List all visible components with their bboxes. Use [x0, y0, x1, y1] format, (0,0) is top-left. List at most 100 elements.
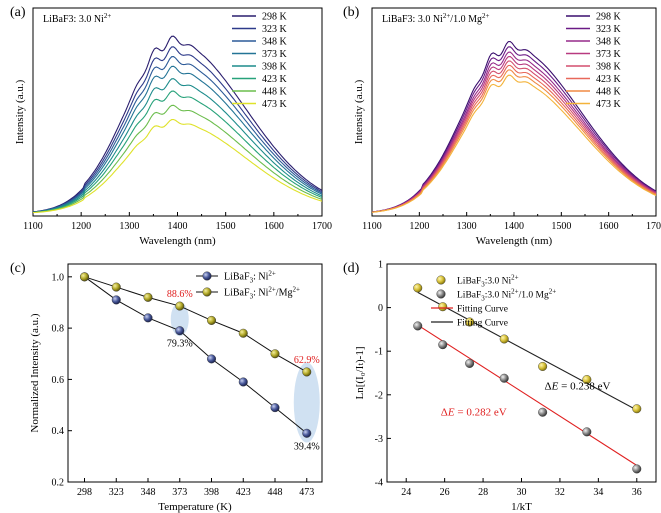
x-tick-label: 423 [236, 487, 251, 498]
legend-label: 298 K [596, 12, 622, 23]
data-point [538, 407, 548, 417]
x-tick-label: 1100 [23, 221, 43, 232]
spectrum-line-298K [32, 35, 323, 213]
activation-energy-label: ΔE = 0.238 eV [545, 381, 611, 393]
x-tick-label: 26 [440, 487, 450, 498]
legend-label: 398 K [262, 62, 288, 73]
x-tick-label: 348 [141, 487, 156, 498]
data-point [465, 317, 475, 327]
x-tick-label: 298 [77, 487, 92, 498]
legend-label: Fitting Curve [457, 305, 508, 315]
y-tick-label: -4 [375, 478, 383, 489]
x-axis-title: Wavelength (nm) [476, 235, 553, 247]
data-label: 88.6% [167, 289, 193, 300]
data-point [238, 328, 248, 338]
spectrum-panel-b: 1100 1200 1300 1400 1500 1600 1700 Wavelength (… [353, 7, 661, 247]
data-point [465, 358, 475, 368]
x-tick-label: 1700 [646, 221, 661, 232]
legend-label: LiBaF3:3.0 Ni2+/1.0 Mg2+ [457, 288, 556, 303]
legend-swatch-marker [202, 287, 212, 297]
y-axis-title: Intensity (a.u.) [14, 79, 26, 144]
data-point [80, 272, 90, 282]
data-point [270, 349, 280, 359]
y-tick-label: 1.0 [52, 272, 65, 283]
x-tick-label: 448 [268, 487, 283, 498]
legend-label: 423 K [262, 74, 288, 85]
legend-label: LiBaF3: Ni2+/Mg2+ [224, 286, 300, 301]
x-tick-label: 1700 [312, 221, 332, 232]
legend-label: 348 K [596, 37, 622, 48]
legend-label: 448 K [596, 87, 622, 98]
data-point [143, 292, 153, 302]
y-tick-label: -2 [375, 390, 383, 401]
data-point [238, 377, 248, 387]
data-point [207, 354, 217, 364]
legend-label: 373 K [262, 49, 288, 60]
y-tick-label: 0.2 [52, 478, 65, 489]
y-tick-label: -3 [375, 434, 383, 445]
legend-label: 298 K [262, 12, 288, 23]
x-tick-label: 1300 [119, 221, 139, 232]
data-point [302, 367, 312, 377]
data-point [413, 321, 423, 331]
series-line [84, 276, 308, 434]
y-tick-label: -1 [375, 347, 383, 358]
panel-title: LiBaF3: 3.0 Ni2+/1.0 Mg2+ [382, 12, 489, 25]
data-label: 62.9% [294, 355, 320, 366]
data-label: 79.3% [167, 339, 193, 350]
panel-label-d: (d) [343, 261, 360, 276]
x-tick-label: 32 [555, 487, 565, 498]
y-axis-title: Intensity (a.u.) [353, 79, 365, 144]
legend-swatch-marker [202, 271, 212, 281]
y-tick-label: 0 [378, 303, 383, 314]
x-tick-label: 28 [478, 487, 488, 498]
fit-line [417, 324, 638, 466]
x-tick-label: 1400 [168, 221, 188, 232]
panel-label-b: (b) [343, 5, 360, 20]
data-point [499, 373, 509, 383]
data-point [111, 295, 121, 305]
x-tick-label: 1600 [599, 221, 619, 232]
legend-label: 448 K [262, 87, 288, 98]
x-axis-title: Temperature (K) [158, 501, 232, 513]
panel-title: LiBaF3: 3.0 Ni2+ [43, 12, 111, 25]
y-axis-title: Normalized Intensity (a.u.) [29, 313, 41, 432]
activation-energy-panel-d: 24 26 28 30 32 34 36 -4 -3 -2 -1 0 1 1/kT Ln[(I₀/Iₜ)-1… [354, 260, 657, 513]
data-label: 39.4% [294, 441, 320, 452]
x-tick-label: 373 [172, 487, 187, 498]
x-tick-label: 1400 [504, 221, 524, 232]
x-tick-label: 1500 [216, 221, 236, 232]
x-tick-label: 473 [299, 487, 314, 498]
data-point [438, 302, 448, 312]
data-point [143, 313, 153, 323]
data-point [582, 375, 592, 385]
data-point [270, 403, 280, 413]
legend-label: LiBaF3: Ni2+ [224, 270, 276, 285]
y-tick-label: 1 [378, 260, 383, 271]
legend-label: 323 K [596, 24, 622, 35]
data-point [302, 428, 312, 438]
legend-label: 398 K [596, 62, 622, 73]
spectrum-line-448K [32, 104, 323, 214]
data-point [438, 340, 448, 350]
legend-label: 373 K [596, 49, 622, 60]
legend-label: LiBaF3:3.0 Ni2+ [457, 274, 519, 289]
data-point [582, 427, 592, 437]
plot-frame [67, 263, 323, 483]
data-point [175, 326, 185, 336]
legend-swatch-marker [436, 289, 446, 299]
panel-label-c: (c) [10, 261, 26, 276]
data-point [632, 404, 642, 414]
series-line [84, 276, 308, 373]
x-tick-label: 1600 [264, 221, 284, 232]
legend-label: 323 K [262, 24, 288, 35]
spectrum-line-473K [32, 118, 323, 214]
spectrum-line-398K [32, 78, 323, 213]
data-point [111, 282, 121, 292]
highlight-ellipse-373K [170, 302, 189, 337]
x-tick-label: 323 [109, 487, 124, 498]
x-axis-title: 1/kT [511, 501, 532, 513]
legend-label: 473 K [262, 99, 288, 110]
x-tick-label: 36 [632, 487, 642, 498]
